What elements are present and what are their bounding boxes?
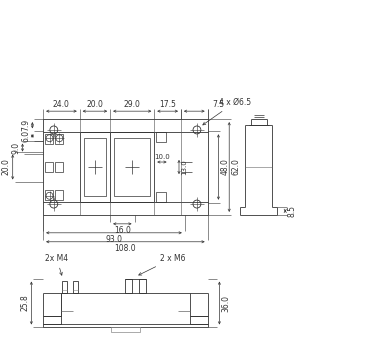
Bar (55, 134, 63, 144)
Text: 13.0: 13.0 (181, 159, 187, 175)
Bar (45, 134, 53, 144)
Bar (55, 190, 63, 200)
Bar (73, 281, 78, 293)
Text: 93.0: 93.0 (105, 235, 122, 244)
Text: 4 x Ø6.5: 4 x Ø6.5 (203, 98, 251, 125)
Text: 8.5: 8.5 (287, 205, 296, 217)
Bar (43, 325, 208, 327)
Text: 25.8: 25.8 (20, 295, 29, 311)
Bar (43, 119, 208, 215)
Text: 7.9: 7.9 (21, 119, 30, 131)
Text: 62.0: 62.0 (231, 159, 240, 175)
Text: 16.0: 16.0 (114, 226, 131, 235)
Text: 9.0: 9.0 (11, 142, 21, 154)
Text: 108.0: 108.0 (115, 244, 136, 253)
Text: 17.5: 17.5 (159, 100, 176, 109)
Bar (114, 138, 150, 196)
Text: 24.0: 24.0 (53, 100, 70, 109)
Text: 20.0: 20.0 (2, 159, 11, 175)
Text: 20.0: 20.0 (87, 100, 103, 109)
Bar (45, 162, 53, 172)
Bar (110, 132, 154, 202)
Bar (125, 279, 132, 293)
Bar (111, 327, 140, 333)
Text: 10.0: 10.0 (154, 154, 170, 160)
Text: 2 x M6: 2 x M6 (139, 254, 186, 275)
Bar (62, 281, 67, 293)
Bar (84, 138, 106, 196)
Bar (190, 317, 208, 325)
Text: 29.0: 29.0 (124, 100, 141, 109)
Bar (55, 162, 63, 172)
Text: 36.0: 36.0 (221, 294, 231, 311)
Bar (80, 132, 110, 202)
Text: 6.0: 6.0 (21, 130, 30, 142)
Bar (156, 192, 166, 202)
Bar (43, 317, 61, 325)
Text: 7.5: 7.5 (212, 100, 225, 109)
Bar (139, 279, 146, 293)
Text: 2x M4: 2x M4 (45, 254, 68, 275)
Text: 48.0: 48.0 (221, 159, 229, 175)
Bar (156, 132, 166, 142)
Bar (45, 190, 53, 200)
